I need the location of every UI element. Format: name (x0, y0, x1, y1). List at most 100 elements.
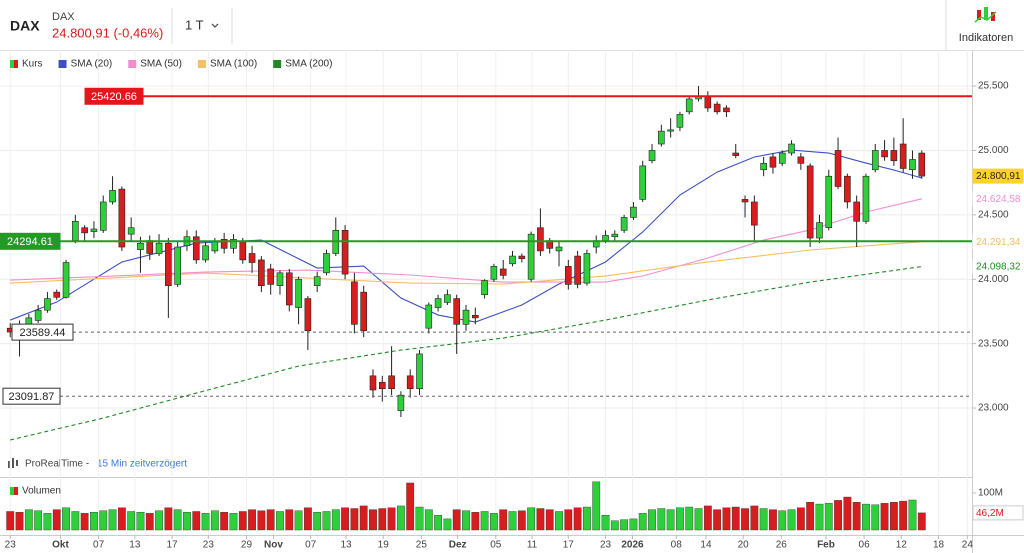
volume-bar (527, 507, 536, 531)
volume-bar (71, 511, 80, 531)
x-tick-label: Nov (264, 540, 283, 551)
interval[interactable]: 1 T (185, 17, 204, 32)
y-tick-label: 25.500 (978, 81, 1009, 92)
candle-body (611, 233, 619, 238)
volume-bar (257, 510, 266, 531)
volume-bar (192, 511, 201, 531)
volume-bar (648, 509, 656, 531)
volume-bar (99, 510, 108, 531)
volume-bar (629, 518, 638, 531)
level-label-box (11, 323, 74, 341)
x-tick-label: 19 (378, 540, 390, 551)
icon (16, 460, 18, 466)
volume-bar (564, 509, 573, 531)
levels: 25420.66 24294.61 23589.44 23091.87 (0, 87, 972, 405)
volume-bar (127, 511, 136, 531)
candle-body (658, 130, 665, 145)
candle-body (537, 227, 544, 252)
legend-label: SMA (200) (285, 59, 332, 70)
level-label-box (0, 232, 61, 250)
candle-body (416, 353, 423, 390)
interval-dropdown[interactable]: 1 T (185, 17, 219, 32)
legend-item: SMA (100) (197, 59, 257, 70)
candle-body (99, 201, 107, 231)
volume-bar (676, 507, 684, 531)
x-tick-label: 29 (241, 540, 253, 551)
candle-body (685, 98, 693, 113)
x-tick-label: 24 (962, 540, 974, 551)
volume-bar (248, 509, 256, 531)
candle-body (397, 394, 405, 411)
candle-body (527, 233, 535, 280)
x-tick-label: 07 (305, 540, 317, 551)
legend-item: SMA (20) (58, 59, 113, 70)
x-tick-label: 14 (700, 540, 712, 551)
candle-body (444, 294, 451, 303)
volume-bar (378, 508, 387, 531)
x-tick-label: 11 (527, 540, 538, 551)
volume-bar (90, 512, 98, 531)
legend-swatch (128, 60, 137, 68)
volume-bar (517, 510, 526, 531)
candle-body (918, 152, 926, 177)
volume-bar (899, 500, 908, 531)
candle-body (881, 150, 888, 158)
candle-body (137, 242, 144, 250)
symbol: DAX (10, 18, 40, 34)
x-tick-label: 20 (738, 540, 750, 551)
candle-body (146, 240, 154, 254)
volume-bar (369, 509, 377, 531)
candle-body (165, 242, 172, 286)
candle-body (258, 259, 265, 286)
volume-bar (471, 512, 480, 531)
candle-body (723, 107, 730, 113)
volume-bar (164, 507, 173, 531)
volume-bar (917, 512, 926, 531)
x-tick-label: 05 (490, 540, 502, 551)
legend-label: Volumen (22, 486, 61, 497)
volume-bar (508, 511, 517, 531)
candle-body (806, 165, 814, 239)
volume-bar (43, 513, 52, 531)
volume-bar (852, 502, 861, 531)
x-tick-label: 23 (203, 540, 215, 551)
candle-body (871, 150, 879, 171)
volume-bar (731, 506, 740, 531)
candle-body (751, 201, 758, 226)
candle-body (555, 246, 563, 252)
volume-bar (341, 507, 349, 531)
volume-bar (787, 509, 796, 531)
price-tags: 24.800,91 24.624,58 24.291,34 24.098,32 46,2… (972, 168, 1024, 521)
indicators-button[interactable]: Indikatoren (959, 7, 1013, 44)
volume-bar (583, 506, 591, 531)
legend-label: Kurs (22, 59, 43, 70)
price-tag-box (972, 191, 1024, 207)
candle-body (378, 381, 386, 390)
volume-bar (741, 508, 749, 531)
icon (974, 11, 997, 23)
volume-bar (276, 511, 284, 531)
volume-bar (155, 510, 163, 531)
volume-bar (117, 507, 126, 531)
volume-bar (806, 502, 815, 531)
x-tick-label: 13 (129, 540, 141, 551)
volume-bar (173, 509, 182, 531)
indicators-label[interactable]: Indikatoren (959, 32, 1013, 44)
volume-bar (24, 509, 33, 531)
price-tag-box (972, 259, 1024, 275)
volume-bar (136, 512, 145, 531)
candle-body (602, 235, 609, 241)
icon (991, 12, 995, 21)
candles (6, 86, 926, 418)
x-tick-label: 06 (859, 540, 871, 551)
candle-body (518, 255, 526, 259)
candle-body (862, 175, 870, 222)
candle-body (620, 217, 628, 231)
candle-body (425, 304, 433, 329)
x-tick-label: 12 (896, 540, 908, 551)
legend-label: SMA (20) (71, 59, 113, 70)
volume-bar (834, 500, 842, 531)
volume-bar (62, 507, 70, 531)
candle-body (825, 175, 833, 229)
volume-bar (843, 496, 852, 531)
